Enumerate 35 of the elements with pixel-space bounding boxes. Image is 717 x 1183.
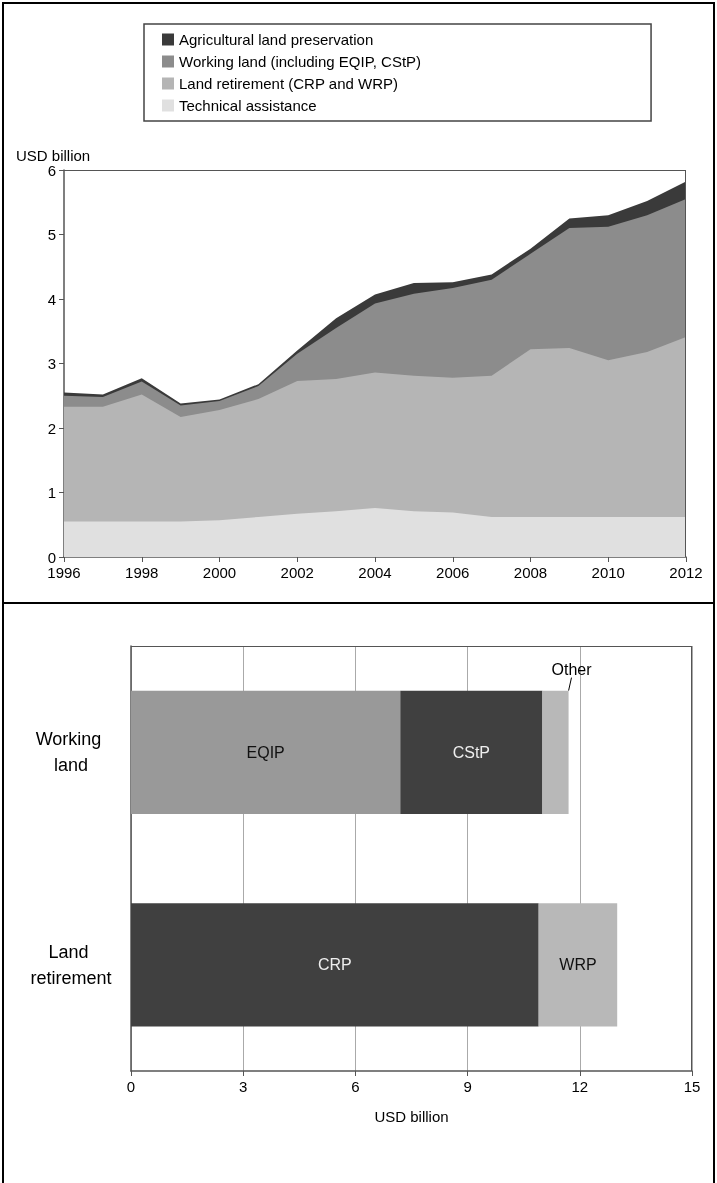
x-tick-label: 2002: [280, 564, 314, 581]
legend-label: Working land (including EQIP, CStP): [179, 53, 422, 70]
series-label: EQIP: [246, 743, 285, 761]
x-tick-label: 3: [239, 1078, 248, 1095]
x-tick-label: 1996: [47, 564, 81, 581]
series-label: Other: [551, 661, 593, 679]
legend-label: Land retirement (CRP and WRP): [179, 75, 398, 92]
y-tick-label: 2: [47, 419, 56, 437]
x-tick-label: 0: [126, 1078, 136, 1095]
x-tick-label: 2008: [513, 564, 548, 581]
x-tick-label: 2006: [436, 564, 470, 581]
y-tick-label: 1: [47, 484, 56, 501]
y-tick-label: Land retirement: [30, 941, 112, 988]
legend-label: Agricultural land preservation: [179, 31, 374, 48]
series-label: CStP: [452, 743, 491, 761]
y-tick-label: 0: [47, 548, 56, 566]
y-tick-label: 3: [47, 355, 56, 372]
x-tick-label: 6: [351, 1078, 360, 1095]
x-tick-label: 2010: [591, 564, 625, 581]
x-axis-title: USD billion: [374, 1108, 449, 1125]
x-tick-label: 15: [683, 1078, 701, 1095]
y-tick-label: 6: [47, 161, 56, 179]
x-tick-label: 2012: [669, 564, 703, 581]
series-label: CRP: [317, 956, 352, 974]
x-tick-label: 12: [571, 1078, 589, 1095]
y-tick-label: 4: [47, 290, 56, 308]
series-label: WRP: [559, 956, 597, 974]
x-tick-label: 1998: [125, 564, 159, 581]
x-tick-label: 2004: [358, 564, 392, 581]
y-axis-title: USD billion: [16, 146, 91, 164]
legend-label: Technical assistance: [179, 97, 317, 114]
y-tick-label: Working land: [35, 729, 107, 776]
y-tick-label: 5: [47, 226, 56, 243]
x-tick-label: 9: [463, 1078, 472, 1095]
x-tick-label: 2000: [202, 564, 237, 581]
